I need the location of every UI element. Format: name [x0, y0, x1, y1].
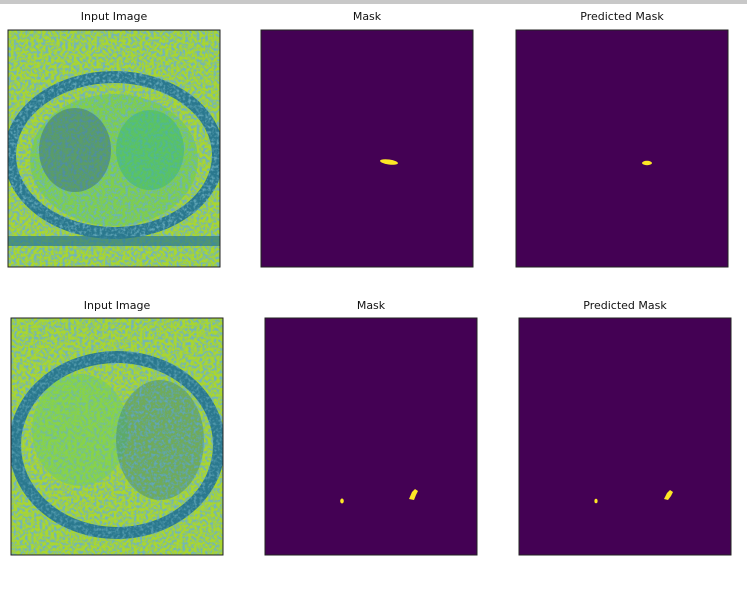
panel-title: Mask — [353, 10, 382, 23]
panel-title: Input Image — [81, 10, 148, 23]
panel-title: Predicted Mask — [580, 10, 664, 23]
panel-title: Mask — [357, 299, 386, 312]
mask-region — [642, 160, 652, 166]
predicted-mask-image — [515, 29, 729, 268]
mask-region — [340, 498, 344, 504]
panel-title: Predicted Mask — [583, 299, 667, 312]
mask-region — [664, 490, 673, 500]
panel-title: Input Image — [84, 299, 151, 312]
mask-image — [260, 29, 474, 268]
input-image — [11, 318, 223, 555]
input-image — [8, 30, 220, 267]
predicted-mask-image — [518, 317, 732, 556]
top-bar — [0, 0, 747, 4]
mask-region — [594, 498, 598, 504]
mask-image — [264, 317, 478, 556]
mask-region — [380, 159, 398, 165]
mask-region — [409, 489, 418, 500]
